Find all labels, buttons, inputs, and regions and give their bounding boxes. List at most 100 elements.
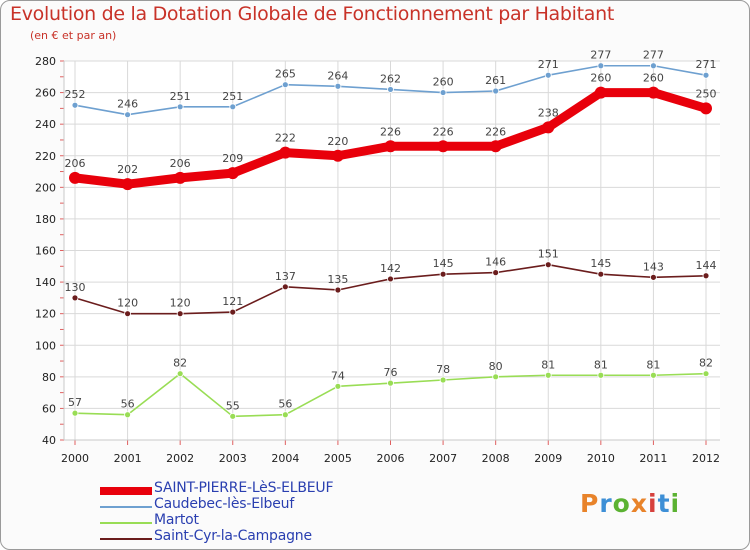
data-point [124,411,131,419]
data-point [544,71,552,79]
data-label: 250 [696,87,717,100]
legend-swatch-caudebec [100,506,152,508]
y-tick-label: 240 [35,118,56,131]
logo-letter: x [630,489,648,518]
y-tick-label: 40 [42,434,56,447]
data-label: 251 [170,90,191,103]
data-label: 222 [275,132,296,145]
y-tick-label: 120 [35,308,56,321]
axis-layer: 40 60 80 100 120 140 160 180 200 220 240 260 280 2000… [35,55,720,465]
data-label: 82 [699,357,713,370]
x-tick-label: 2010 [587,452,615,465]
data-label: 137 [275,270,296,283]
data-label: 260 [433,76,454,89]
x-tick-label: 2000 [61,452,89,465]
data-point [384,140,397,153]
data-label: 120 [170,297,191,310]
data-point [71,409,79,417]
x-tick-label: 2009 [534,452,562,465]
data-point [387,275,394,283]
data-label: 220 [327,135,348,148]
y-tick-label: 160 [35,245,56,258]
data-label: 271 [538,58,559,71]
data-point [226,167,239,180]
data-label: 226 [380,125,401,138]
data-point [594,86,607,99]
x-tick-label: 2008 [482,452,510,465]
data-label: 151 [538,248,559,261]
x-tick-label: 2003 [219,452,247,465]
x-tick-label: 2007 [429,452,457,465]
data-label: 81 [594,358,608,371]
legend-swatch-saint-pierre [100,487,152,495]
data-point [176,103,184,111]
logo-letter: i [648,489,658,518]
data-label: 277 [590,49,611,62]
legend-swatch-saint-cyr [100,538,152,540]
data-point [700,102,712,115]
data-point [124,111,131,119]
x-tick-label: 2005 [324,452,352,465]
data-point [489,140,502,153]
data-point [542,121,555,134]
data-label: 80 [489,360,503,373]
data-label: 82 [173,357,187,370]
x-tick-label: 2006 [377,452,405,465]
data-label: 142 [380,262,401,275]
data-point [331,149,344,162]
data-point [71,294,79,302]
grid-layer [64,60,720,441]
x-tick-label: 2002 [166,452,194,465]
data-label: 144 [696,259,717,272]
data-point [387,379,394,387]
y-tick-label: 180 [35,213,56,226]
data-point [650,273,657,281]
legend-label-saint-cyr: Saint-Cyr-la-Campagne [154,528,312,544]
data-label: 202 [117,163,138,176]
data-label: 78 [436,363,450,376]
proxiti-logo: Proxiti [580,489,680,518]
data-point [176,370,184,378]
legend-label-martot: Martot [154,512,199,528]
data-point [124,310,131,318]
data-point [229,103,237,111]
data-label: 260 [643,72,664,85]
y-tick-label: 280 [35,55,56,68]
data-point [439,89,447,96]
data-point [229,308,237,316]
y-tick-label: 80 [42,371,56,384]
data-point [387,86,394,93]
data-label: 143 [643,260,664,273]
legend-swatch-martot [100,522,152,524]
chart-title: Evolution de la Dotation Globale de Fonc… [10,3,615,25]
data-label: 206 [65,157,86,170]
logo-letter: r [599,489,613,518]
data-point [439,376,447,384]
data-label: 121 [222,295,243,308]
data-label: 251 [222,90,243,103]
logo-letter: P [580,489,600,518]
y-tick-label: 140 [35,276,56,289]
data-label: 260 [590,72,611,85]
data-point [121,178,134,191]
y-tick-label: 260 [35,87,56,100]
data-point [334,382,342,390]
data-point [597,371,605,379]
y-tick-label: 200 [35,181,56,194]
data-point [437,140,450,153]
y-tick-label: 220 [35,150,56,163]
x-tick-label: 2004 [271,452,299,465]
data-label: 145 [590,257,611,270]
label-layer: 57 56 82 55 56 74 76 78 80 81 81 81 82 130 120 120 121 13… [65,49,717,413]
data-label: 238 [538,106,559,119]
logo-letter: t [657,489,671,518]
data-point [544,371,552,379]
data-point [279,146,292,159]
data-label: 120 [117,297,138,310]
data-point [334,82,342,90]
data-label: 57 [68,396,82,409]
data-point [71,101,79,109]
data-point [702,370,710,378]
data-point [597,62,605,70]
